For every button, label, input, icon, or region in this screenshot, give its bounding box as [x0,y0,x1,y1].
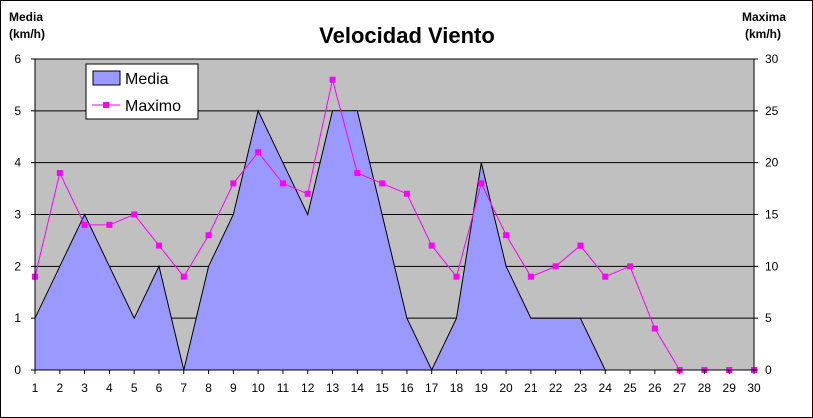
x-axis-tick-label: 5 [131,381,138,395]
series-maximo-point [81,221,88,228]
x-axis-tick-label: 8 [205,381,212,395]
left-axis-title-line2: (km/h) [9,27,45,41]
series-maximo-point [131,211,138,218]
series-maximo-point [478,180,485,187]
left-axis-tick-label: 0 [14,363,21,377]
x-axis-tick-label: 3 [81,381,88,395]
legend-maximo-label: Maximo [125,98,181,115]
series-maximo-point [453,273,460,280]
left-axis-tick-label: 2 [14,259,21,273]
series-maximo-point [627,263,634,270]
right-axis-tick-label: 5 [765,311,772,325]
x-axis-tick-label: 16 [400,381,414,395]
series-maximo-point [180,273,187,280]
series-maximo-point [527,273,534,280]
x-axis-tick-label: 18 [450,381,464,395]
x-axis-tick-label: 10 [251,381,265,395]
right-axis-tick-label: 10 [765,259,779,273]
x-axis-tick-label: 26 [648,381,662,395]
x-axis-tick-label: 11 [277,381,290,395]
x-axis-tick-label: 22 [549,381,563,395]
x-axis-tick-label: 30 [747,381,761,395]
legend-media-label: Media [125,71,169,88]
series-maximo-point [304,190,311,197]
series-maximo-point [255,149,262,156]
right-axis-tick-label: 15 [765,208,779,222]
x-axis-tick-label: 25 [623,381,637,395]
left-axis-tick-label: 5 [14,104,21,118]
left-axis-tick-label: 4 [14,156,21,170]
series-maximo-point [155,242,162,249]
chart-title: Velocidad Viento [319,23,495,48]
x-axis-tick-label: 29 [723,381,737,395]
series-maximo-point [354,170,361,177]
left-axis-tick-label: 6 [14,52,21,66]
legend: Media Maximo [85,63,199,120]
series-maximo-point [230,180,237,187]
x-axis-tick-label: 17 [425,381,439,395]
series-maximo-point [329,76,336,83]
x-axis-tick-label: 12 [301,381,315,395]
legend-media-swatch [92,70,121,86]
series-maximo-point [279,180,286,187]
x-axis-tick-label: 6 [156,381,163,395]
series-maximo-line [34,79,754,371]
x-axis-tick-label: 20 [499,381,513,395]
x-axis-tick-label: 13 [326,381,340,395]
right-axis-tick-label: 0 [765,363,772,377]
x-axis-tick-label: 14 [351,381,365,395]
right-axis-title-line1: Maxima [742,10,786,24]
x-axis-tick-label: 21 [524,381,538,395]
series-media-outline [34,109,606,372]
x-axis-tick-label: 4 [106,381,113,395]
x-axis-tick-label: 23 [574,381,588,395]
left-axis-title-line1: Media [9,10,43,24]
x-axis-tick-label: 24 [599,381,613,395]
x-axis-tick-label: 15 [375,381,389,395]
x-axis-tick-label: 9 [230,381,237,395]
series-maximo-point [503,232,510,239]
series-maximo-point [577,242,584,249]
series-maximo-point [428,242,435,249]
left-axis-tick-label: 1 [14,311,21,325]
right-axis-tick-label: 20 [765,156,779,170]
x-axis-tick-label: 28 [698,381,712,395]
series-maximo-point [379,180,386,187]
x-axis-tick-label: 19 [475,381,489,395]
x-axis-tick-label: 1 [32,381,39,395]
left-axis-tick-label: 3 [14,208,21,222]
series-maximo-point [205,232,212,239]
x-axis-tick-label: 2 [56,381,63,395]
series-maximo-point [651,325,658,332]
x-axis-tick-label: 27 [673,381,687,395]
right-axis-tick-label: 30 [765,52,779,66]
series-maximo-point [106,221,113,228]
right-axis-tick-label: 25 [765,104,779,118]
legend-maximo-marker [103,102,109,108]
series-media-area [35,110,606,371]
series-maximo-point [56,170,63,177]
series-maximo-point [602,273,609,280]
right-axis-title-line2: (km/h) [745,27,781,41]
series-maximo-point [552,263,559,270]
x-axis-tick-label: 7 [180,381,187,395]
series-maximo-point [403,190,410,197]
